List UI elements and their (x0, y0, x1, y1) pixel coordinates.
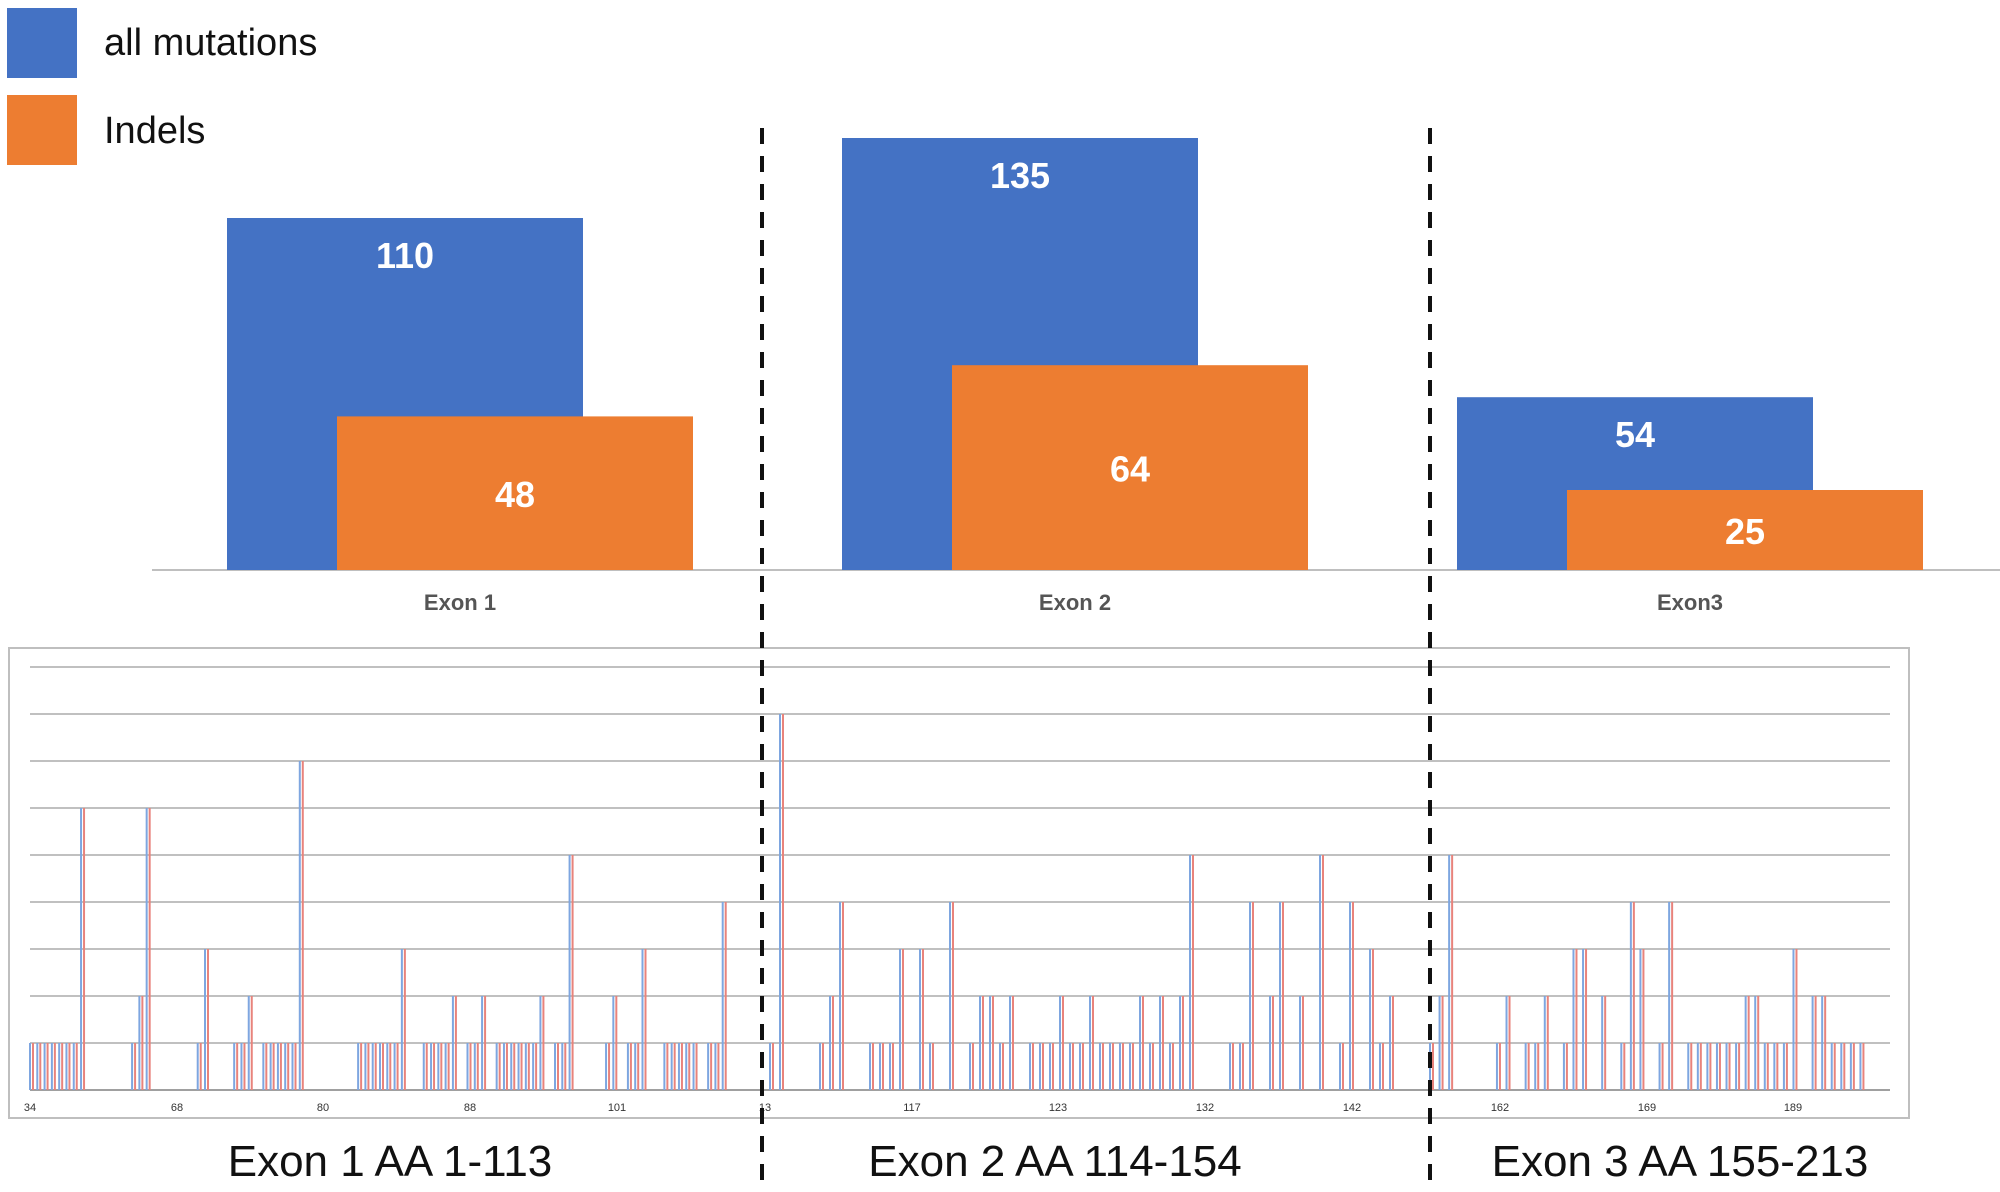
exon-3-caption: Exon 3 AA 155-213 (1491, 1137, 1869, 1186)
data-label-all-mutations-2: 135 (990, 155, 1050, 196)
residue-lollipop-chart: 34 68 80 88 101 13 117 123 132 142 162 169 189 (8, 647, 1910, 1119)
plot-frame (8, 647, 1910, 1119)
data-label-all-mutations-3: 54 (1615, 414, 1655, 455)
x-tick-label: 80 (317, 1102, 329, 1114)
bar-indels-1 (337, 416, 693, 570)
x-tick-label: 68 (171, 1102, 183, 1114)
exon-bar-chart: 110 48 Exon 1 135 64 Exon 2 54 25 Exon3 (152, 138, 2000, 615)
legend-label-all-mutations: all mutations (104, 22, 318, 64)
x-tick-label: 189 (1784, 1102, 1802, 1114)
x-tick-label: 162 (1491, 1102, 1509, 1114)
data-label-indels-3: 25 (1725, 511, 1765, 552)
category-label-2: Exon 2 (1039, 590, 1111, 615)
data-label-indels-1: 48 (495, 474, 535, 515)
bar-indels-2 (952, 365, 1308, 570)
x-tick-label: 169 (1638, 1102, 1656, 1114)
exon-2-caption: Exon 2 AA 114-154 (868, 1137, 1242, 1186)
data-label-indels-2: 64 (1110, 449, 1150, 490)
legend-swatch-indels (7, 95, 77, 165)
x-tick-label: 34 (24, 1102, 36, 1114)
x-tick-label: 117 (903, 1102, 921, 1114)
data-label-all-mutations-1: 110 (376, 235, 434, 276)
bar-indels-3 (1567, 490, 1923, 570)
category-label-3: Exon3 (1657, 590, 1723, 615)
legend-label-indels: Indels (104, 110, 206, 152)
x-tick-label: 123 (1049, 1102, 1067, 1114)
x-tick-label: 88 (464, 1102, 476, 1114)
exon-1-caption: Exon 1 AA 1-113 (227, 1137, 553, 1186)
x-tick-label: 142 (1343, 1102, 1361, 1114)
x-tick-label: 132 (1196, 1102, 1214, 1114)
x-tick-label: 101 (608, 1102, 626, 1114)
legend-swatch-all-mutations (7, 8, 77, 78)
category-label-1: Exon 1 (424, 590, 496, 615)
x-tick-label: 13 (759, 1102, 771, 1114)
